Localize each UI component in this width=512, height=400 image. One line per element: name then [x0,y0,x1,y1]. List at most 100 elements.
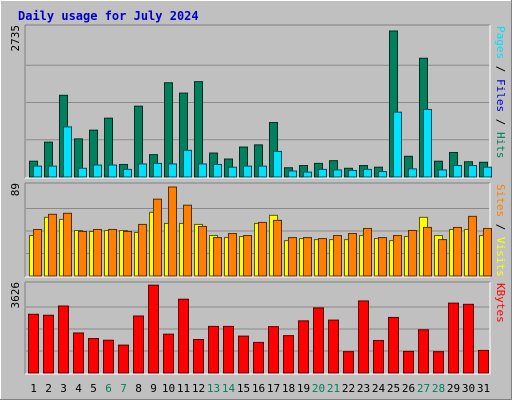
bar-kbytes-day-9 [148,284,159,374]
bar-kbytes-day-3 [58,305,69,374]
bar-kbytes-day-4 [73,332,84,374]
x-tick-label: 3 [60,382,67,395]
legend-part: Sites [494,184,507,217]
x-tick-label: 5 [90,382,97,395]
bar-pages-day-4 [78,167,87,178]
bar-kbytes-day-7 [118,344,129,374]
bar-pages-day-19 [303,171,312,178]
bar-sites-day-9 [153,198,162,277]
bar-sites-day-28 [438,239,447,277]
bar-sites-day-18 [288,237,297,277]
bar-pages-day-6 [108,164,117,178]
bar-sites-day-14 [228,233,237,277]
bar-kbytes-day-5 [88,338,99,374]
legend-part: Files [494,79,507,112]
bar-sites-day-3 [63,212,72,277]
bar-pages-day-3 [63,126,72,178]
bar-sites-day-7 [123,231,132,277]
bar-kbytes-day-16 [253,341,264,374]
legend-part: Hits [494,132,507,159]
x-tick-label: 4 [75,382,82,395]
bar-kbytes-day-23 [358,300,369,374]
bar-kbytes-day-21 [328,319,339,374]
x-tick-label: 12 [192,382,205,395]
bar-pages-day-26 [408,168,417,178]
bar-kbytes-day-12 [193,339,204,374]
bar-sites-day-19 [303,237,312,277]
right-legend: Pages / Files / Hits [494,26,507,159]
bar-sites-day-4 [78,231,87,277]
bar-kbytes-day-18 [283,335,294,374]
y-max-label: 3626 [9,282,22,309]
bar-kbytes-day-14 [223,325,234,374]
legend-part: / [494,217,507,237]
legend-part: Visits [494,237,507,277]
bar-pages-day-15 [243,165,252,178]
bar-sites-day-25 [393,235,402,277]
bar-sites-day-24 [378,237,387,277]
x-tick-label: 2 [45,382,52,395]
x-tick-label: 17 [267,382,280,395]
bar-pages-day-17 [273,150,282,178]
bar-pages-day-14 [228,166,237,178]
y-max-label: 89 [9,183,22,196]
x-tick-label: 25 [387,382,400,395]
x-tick-label: 8 [135,382,142,395]
bar-pages-day-11 [183,149,192,178]
x-tick-label: 28 [432,382,445,395]
bar-kbytes-day-8 [133,315,144,374]
series-kbytes [28,284,489,374]
x-tick-label: 16 [252,382,265,395]
right-legend: KBytes [494,283,507,323]
right-legend: Sites / Visits [494,184,507,277]
x-tick-label: 13 [207,382,220,395]
series-pages [33,108,492,178]
bar-pages-day-22 [348,169,357,178]
bar-hits-day-10 [164,82,173,178]
x-tick-label: 27 [417,382,430,395]
bar-sites-day-27 [423,226,432,277]
bar-sites-day-11 [183,204,192,277]
y-max-label: 2735 [9,25,22,52]
bar-pages-day-20 [318,168,327,178]
bar-pages-day-25 [393,111,402,178]
bar-pages-day-9 [153,162,162,178]
legend-part: / [494,59,507,79]
bar-sites-day-6 [108,228,117,277]
bar-sites-day-22 [348,233,357,277]
bar-hits-day-12 [194,81,203,178]
bar-sites-day-30 [468,215,477,277]
x-tick-label: 1 [30,382,37,395]
legend-part: Pages [494,26,507,59]
bar-sites-day-1 [33,228,42,277]
legend-part: / [494,112,507,132]
bar-pages-day-23 [363,168,372,178]
bar-sites-day-31 [483,227,492,277]
bar-kbytes-day-30 [463,303,474,374]
bar-sites-day-8 [138,223,147,277]
chart-panels: 2735 Pages / Files / Hits 89 Sites / Visits… [9,24,507,375]
bar-kbytes-day-2 [43,314,54,374]
bar-pages-day-21 [333,169,342,178]
x-tick-label: 6 [105,382,112,395]
bar-sites-day-10 [168,186,177,277]
bar-sites-day-15 [243,235,252,277]
legend-part: KBytes [494,283,507,323]
bar-sites-day-29 [453,226,462,277]
bar-kbytes-day-24 [373,339,384,374]
bar-pages-day-30 [468,165,477,178]
x-tick-label: 20 [312,382,325,395]
x-tick-label: 11 [177,382,190,395]
panel-hits-files: 2735 Pages / Files / Hits [9,24,507,179]
bar-kbytes-day-28 [433,351,444,374]
bar-pages-day-18 [288,170,297,178]
bar-kbytes-day-31 [478,349,489,374]
bar-sites-day-17 [273,219,282,277]
x-axis-day-labels: 1 2 3 4 5 6 7 8 9 10 11 12 13 14 15 16 17 18 19 20 21 22 23 24 2… [30,382,490,395]
bar-pages-day-1 [33,165,42,178]
x-tick-label: 19 [297,382,310,395]
x-tick-label: 23 [357,382,370,395]
x-tick-label: 10 [162,382,175,395]
